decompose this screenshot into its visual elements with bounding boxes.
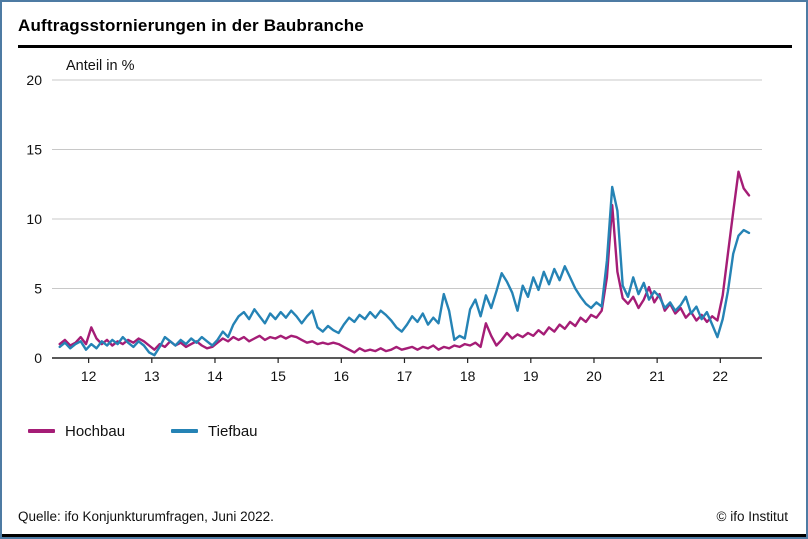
y-axis-title: Anteil in % bbox=[66, 58, 135, 74]
copyright-note: © ifo Institut bbox=[716, 509, 788, 524]
y-tick-label: 5 bbox=[34, 281, 42, 297]
y-tick-label: 0 bbox=[34, 350, 42, 366]
footer: Quelle: ifo Konjunkturumfragen, Juni 202… bbox=[2, 509, 806, 534]
y-tick-label: 10 bbox=[26, 211, 42, 227]
header: Auftragsstornierungen in der Baubranche bbox=[2, 2, 806, 48]
y-tick-label: 15 bbox=[26, 142, 42, 158]
hochbau-swatch bbox=[28, 429, 55, 433]
source-note: Quelle: ifo Konjunkturumfragen, Juni 202… bbox=[18, 509, 274, 524]
y-tick-label: 20 bbox=[26, 72, 42, 88]
x-tick-label: 20 bbox=[586, 368, 602, 384]
page-title: Auftragsstornierungen in der Baubranche bbox=[18, 16, 364, 35]
bottom-bar bbox=[2, 534, 806, 537]
line-chart: 0 5 10 15 20 12 13 14 15 16 17 18 19 20 21 22 Anteil in … bbox=[26, 58, 762, 384]
legend-item-tiefbau: Tiefbau bbox=[171, 422, 258, 440]
x-tick-label: 22 bbox=[713, 368, 729, 384]
x-tick-label: 16 bbox=[334, 368, 350, 384]
tiefbau-line bbox=[58, 185, 751, 357]
x-tick-label: 21 bbox=[649, 368, 665, 384]
hochbau-label: Hochbau bbox=[65, 422, 126, 440]
x-tick-label: 12 bbox=[81, 368, 97, 384]
x-tick-label: 15 bbox=[270, 368, 286, 384]
chart-legend: Hochbau Tiefbau bbox=[28, 420, 806, 442]
x-tick-label: 14 bbox=[207, 368, 223, 384]
tiefbau-label: Tiefbau bbox=[208, 422, 258, 440]
x-tick-label: 18 bbox=[460, 368, 476, 384]
x-tick-label: 13 bbox=[144, 368, 160, 384]
title-rule bbox=[18, 45, 792, 48]
tiefbau-swatch bbox=[171, 429, 199, 433]
chart-area: 0 5 10 15 20 12 13 14 15 16 17 18 19 20 21 22 Anteil in … bbox=[4, 54, 806, 406]
x-tick-label: 17 bbox=[397, 368, 413, 384]
hochbau-line bbox=[58, 170, 751, 354]
x-tick-label: 19 bbox=[523, 368, 539, 384]
legend-item-hochbau: Hochbau bbox=[28, 423, 125, 440]
